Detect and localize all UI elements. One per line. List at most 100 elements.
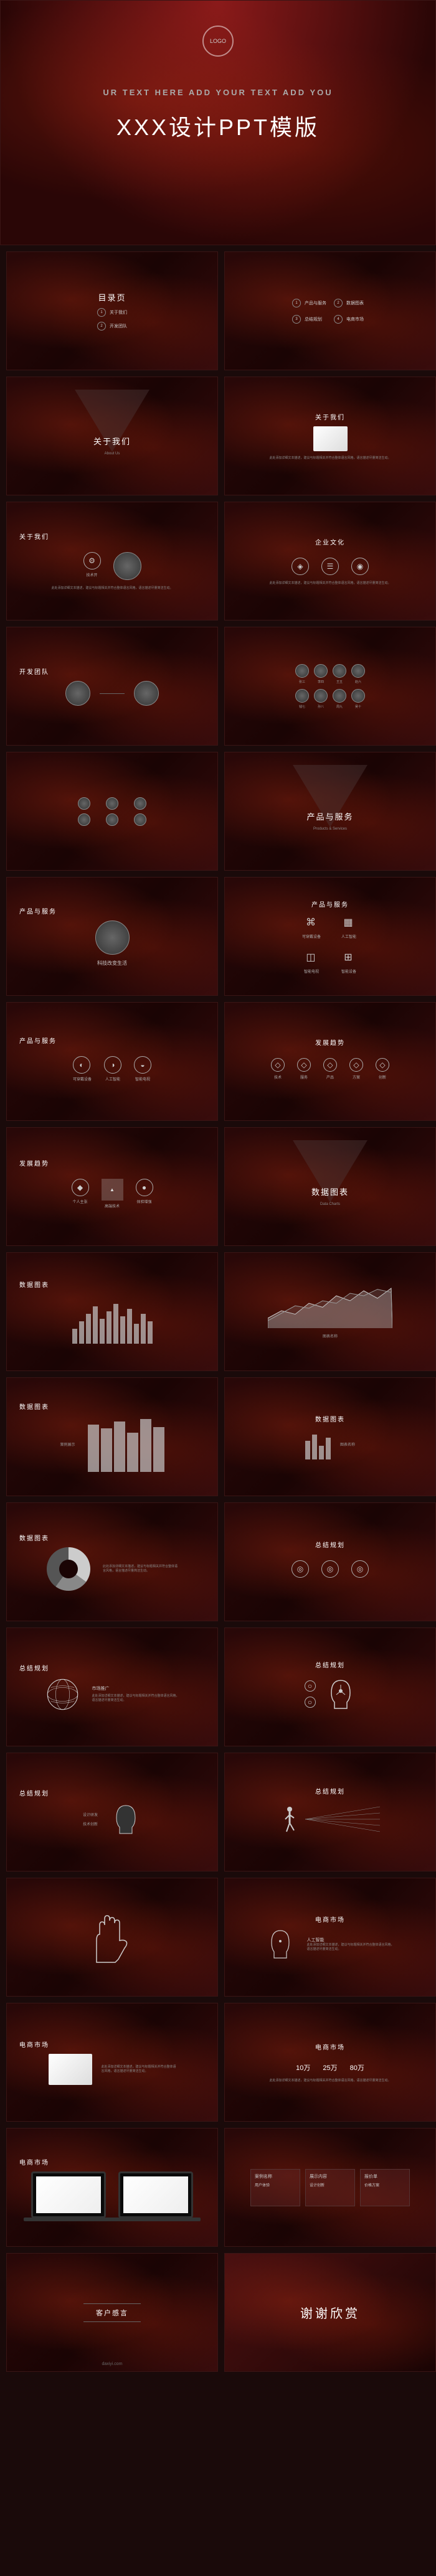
slide-grid: 目录页 1关于我们 2开发团队 1产品与服务 2数据图表 3总结规划 4电商市场…	[0, 245, 436, 2378]
member-name: 张三	[299, 680, 305, 684]
product-icon: ⌘	[302, 914, 320, 931]
about-photo-slide: 关于我们 此处添加详细文本描述，建议与标题相关并符合整体语言风格，语言描述尽量简…	[224, 377, 436, 495]
item-label: 技术创新	[83, 1821, 98, 1827]
team-member: 钱七	[295, 689, 309, 709]
pricing-boxes: 案例名称用户体验 展示内容设计创新 报价单价格方案	[224, 2128, 436, 2247]
trend-icon: ◆	[72, 1179, 89, 1196]
icon-label: 智能电视	[302, 968, 321, 974]
mini-bars	[305, 1428, 331, 1459]
laptop-icon	[118, 2171, 193, 2218]
icon-label: 人工智能	[339, 934, 358, 939]
avatar-image	[351, 689, 365, 703]
section-title: 总结规划	[315, 1540, 345, 1549]
trends-slide-1: 发展趋势 ◇技术◇服务◇产品◇方案◇创新	[224, 1002, 436, 1121]
stat-value: 80万	[350, 2063, 364, 2073]
body-text: 此处添加详细文本描述，建议与标题相关并符合整体语言风格，语言描述尽量简洁生动。	[51, 586, 173, 591]
team-divider: 开发团队	[6, 627, 218, 746]
icon-label: 技术	[271, 1074, 285, 1080]
ecommerce-stats: 电商市场 10万 25万 80万 此处添加详细文本描述，建议与标题相关并符合整体…	[224, 2003, 436, 2122]
icon-label: 创新	[376, 1074, 389, 1080]
hand-slide	[6, 1878, 218, 1997]
photo-placeholder	[313, 426, 348, 451]
avatar-image	[106, 797, 118, 810]
section-title: 数据图表	[19, 1402, 49, 1411]
summary-icon: ◎	[321, 1560, 339, 1578]
member-name: 吴十	[355, 705, 361, 709]
member-name: 孙八	[318, 705, 324, 709]
about-items-slide: 关于我们 ⚙技术开 此处添加详细文本描述，建议与标题相关并符合整体语言风格，语言…	[6, 502, 218, 621]
team-member: 吴十	[351, 689, 365, 709]
trend-icon-box: ▲	[102, 1179, 123, 1201]
culture-icon: ☰	[321, 558, 339, 575]
section-title: 数据图表	[315, 1414, 345, 1423]
product-image	[95, 920, 130, 955]
summary-icon: ◎	[291, 1560, 309, 1578]
team-member: 周九	[333, 689, 346, 709]
toc-item: 4电商市场	[334, 315, 368, 324]
ai-label: 人工智能	[307, 1937, 394, 1943]
section-title: 数据图表	[19, 1533, 49, 1542]
stat-value: 10万	[296, 2063, 310, 2073]
laptop-icon	[31, 2171, 106, 2218]
summary-icon: ○	[305, 1680, 316, 1692]
perspective-lines-icon	[305, 1801, 380, 1838]
trend-icon: ●	[136, 1179, 153, 1196]
laptop-slide: 电商市场	[6, 2128, 218, 2247]
section-title: 产品与服务	[19, 906, 57, 916]
feature-icon: ◒	[134, 1056, 151, 1074]
person-walk-icon	[280, 1806, 299, 1834]
ecommerce-divider: 电商市场 人工智能此处添加详细文本描述，建议与标题相关并符合整体语言风格，语言描…	[224, 1878, 436, 1997]
products-slogan: 产品与服务 科技改变生活	[6, 877, 218, 996]
section-title: 关于我们	[93, 435, 131, 447]
avatar-image	[78, 797, 90, 810]
avatar-image	[134, 681, 159, 706]
member-name: 钱七	[299, 705, 305, 709]
pricing-row: 案例名称用户体验 展示内容设计创新 报价单价格方案	[250, 2169, 410, 2206]
team-tree-slide	[6, 752, 218, 871]
tech-icon: ⚙	[83, 552, 101, 569]
avatar-image	[333, 689, 346, 703]
trend-icon: ◇	[349, 1058, 363, 1072]
section-title: 总结规划	[19, 1663, 49, 1672]
item-label: 设计研发	[83, 1812, 98, 1817]
head-ai-icon	[267, 1929, 295, 1960]
item-label: 市场推广	[92, 1685, 179, 1692]
member-name: 李四	[318, 680, 324, 684]
voice-slide: 客户感言 daxiyi.com	[6, 2253, 218, 2372]
stat-value: 25万	[323, 2063, 337, 2073]
section-title: 客户感言	[96, 2308, 128, 2318]
body-text: 此处添加详细文本描述，建议与标题相关并符合整体语言风格，语言描述尽量简洁生动。	[269, 2079, 391, 2083]
section-title: 数据图表	[19, 1280, 49, 1289]
logo-circle: LOGO	[202, 26, 234, 57]
summary-walker: 总结规划	[224, 1753, 436, 1871]
culture-icon: ◈	[291, 558, 309, 575]
bar-chart-2-slide: 数据图表 案例展示	[6, 1377, 218, 1496]
section-title: 电商市场	[315, 1914, 345, 1924]
chart-label: 图表名称	[323, 1333, 338, 1339]
trends-slide-2: 发展趋势 ◆个人主张 ▲高端技术 ●体验增强	[6, 1127, 218, 1246]
toc-slide-left: 目录页 1关于我们 2开发团队	[6, 251, 218, 370]
head-circuit-icon	[325, 1677, 356, 1712]
trend-icon: ◇	[323, 1058, 337, 1072]
section-sub: About Us	[105, 452, 120, 456]
bar-chart-slide: 数据图表	[6, 1252, 218, 1371]
summary-head: 总结规划 ○ ○	[224, 1628, 436, 1746]
hand-icon	[84, 1909, 140, 1965]
section-sub: Products & Services	[313, 827, 347, 831]
pricing-box: 报价单价格方案	[360, 2169, 410, 2206]
section-title: 产品与服务	[19, 1036, 57, 1045]
product-icon: ▦	[339, 914, 357, 931]
avatar-image	[314, 664, 328, 678]
team-member: 赵六	[351, 664, 365, 684]
product-icon: ◫	[302, 948, 320, 966]
area-chart-slide: 图表名称	[224, 1252, 436, 1371]
icon-label: 智能电视	[134, 1076, 151, 1082]
section-title: 开发团队	[19, 667, 49, 676]
section-sub: Data Charts	[320, 1202, 340, 1206]
trend-icon: ◇	[271, 1058, 285, 1072]
culture-slide: 企业文化 ◈ ☰ ◉ 此处添加详细文本描述，建议与标题相关并符合整体语言风格，语…	[224, 502, 436, 621]
mixed-chart-slide: 数据图表 图表名称	[224, 1377, 436, 1496]
avatar-image	[134, 797, 146, 810]
bar-chart	[72, 1294, 153, 1344]
team-member: 王五	[333, 664, 346, 684]
